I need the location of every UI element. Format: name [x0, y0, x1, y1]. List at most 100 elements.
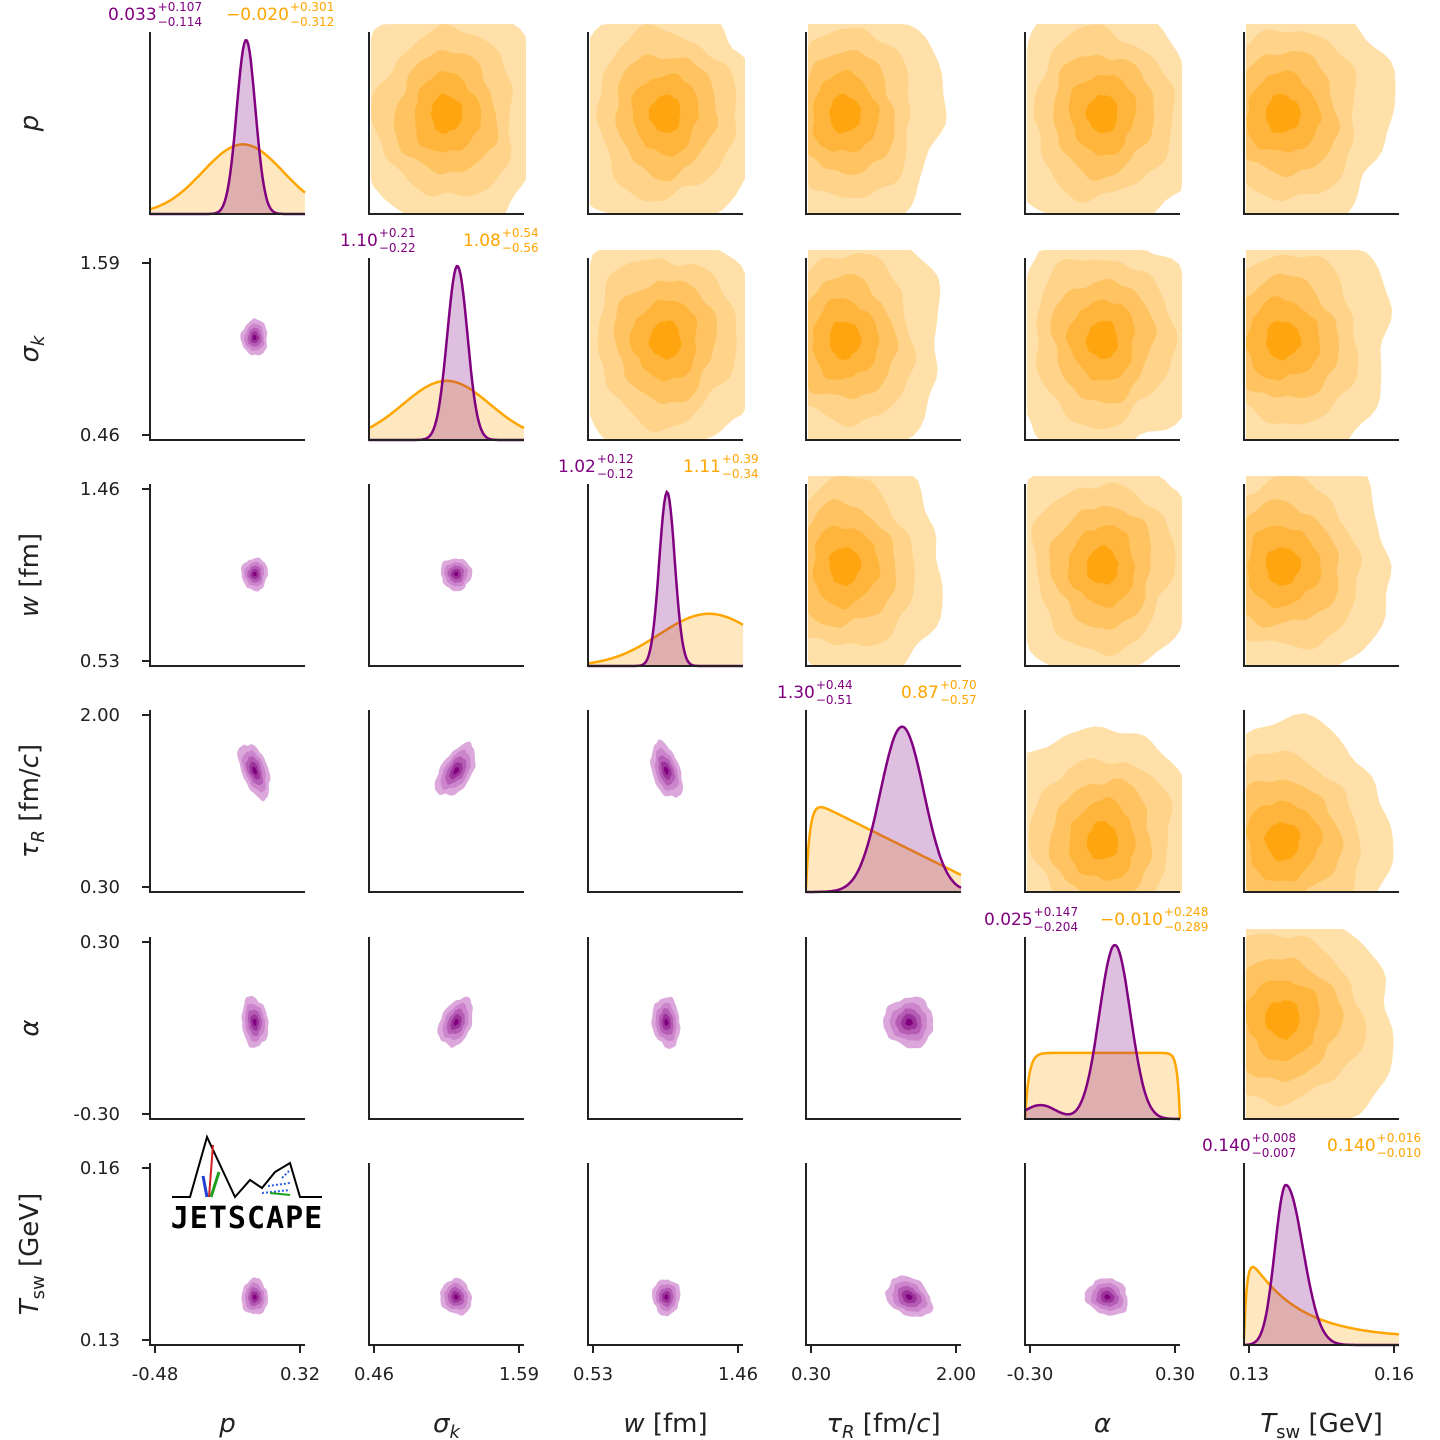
prior-contour-level-5 [829, 93, 862, 134]
prior-contour-level-5 [1086, 545, 1119, 585]
logo-track-green [269, 1192, 291, 1196]
y-tick-label-w-0: 0.53 [80, 651, 120, 672]
posterior-value: 0.033 [108, 5, 157, 25]
panel-p-vs-T_sw [1243, 24, 1399, 215]
posterior-contour-level-5 [252, 334, 257, 341]
x-tick-label-sigma_k-1: 1.59 [499, 1364, 539, 1385]
prior-marginal-p-line [149, 143, 306, 211]
panel-sigma_k-vs-T_sw [1243, 250, 1399, 441]
panel-w-vs-p [149, 484, 305, 667]
prior-summary-sigma_k: 1.08 +0.54−0.56 [463, 226, 539, 255]
x-axis-label-sigma_k: σk [433, 1409, 461, 1440]
axes-spine [1024, 32, 1180, 215]
posterior-minus: −0.51 [816, 693, 853, 707]
posterior-plus: +0.008 [1252, 1131, 1296, 1145]
prior-plus: +0.016 [1377, 1131, 1421, 1145]
posterior-marginal-alpha-line [1024, 943, 1180, 1121]
panel-p-vs-p [149, 32, 306, 216]
prior-value: 1.11 [683, 457, 721, 477]
axes-spine [1024, 937, 1180, 1120]
panel-w-vs-alpha [1024, 476, 1182, 667]
prior-contour-level-5 [1263, 822, 1301, 861]
axes-spine [805, 32, 961, 215]
panel-w-vs-sigma_k [368, 484, 524, 667]
prior-minus: −0.010 [1377, 1146, 1421, 1160]
prior-minus: −0.289 [1164, 920, 1208, 934]
y-tick-label-alpha-0: -0.30 [73, 1104, 120, 1125]
axes-spine [149, 484, 305, 667]
panel-w-vs-T_sw [1243, 476, 1399, 667]
panel-alpha-vs-w [587, 937, 743, 1120]
prior-summary-T_sw: 0.140 +0.016−0.010 [1327, 1131, 1421, 1160]
axes-spine [805, 258, 961, 441]
prior-contour-level-5 [1265, 547, 1302, 586]
panel-alpha-vs-p [149, 937, 305, 1120]
x-tick-label-w-0: 0.53 [573, 1364, 613, 1385]
jetscape-logo: JETSCAPE [171, 1134, 324, 1236]
prior-contour-level-5 [1265, 1000, 1300, 1040]
prior-plus: +0.248 [1164, 905, 1208, 919]
panel-alpha-vs-sigma_k [368, 937, 524, 1120]
panel-p-vs-tau_R [805, 24, 961, 215]
axes-spine [1024, 258, 1180, 441]
axes-spine [368, 1163, 524, 1346]
panel-sigma_k-vs-sigma_k [368, 258, 525, 442]
y-tick-label-alpha-1: 0.30 [80, 932, 120, 953]
axes-spine [805, 484, 961, 667]
axes-spine [805, 937, 961, 1120]
x-tick-label-alpha-1: 0.30 [1155, 1364, 1195, 1385]
prior-value: −0.020 [226, 5, 289, 25]
y-axis-label-T_sw: Tsw [GeV] [15, 1193, 49, 1315]
panel-sigma_k-vs-alpha [1024, 250, 1182, 441]
prior-marginal-alpha-line [1023, 1051, 1182, 1120]
axes-spine [805, 710, 961, 893]
posterior-summary-tau_R: 1.30 +0.44−0.51 [777, 678, 853, 707]
panel-w-vs-w [587, 484, 744, 668]
panel-w-vs-tau_R [805, 476, 961, 667]
prior-contour-level-5 [1085, 94, 1118, 134]
axes-spine [149, 937, 305, 1120]
logo-mountain-outline [172, 1134, 322, 1199]
axes-spine [149, 710, 305, 893]
prior-marginal-tau_R-fill [806, 807, 961, 892]
posterior-summary-alpha: 0.025 +0.147−0.204 [984, 905, 1078, 934]
prior-value: 1.08 [463, 231, 501, 251]
prior-contour-level-5 [1086, 820, 1119, 860]
axes-spine [368, 258, 524, 441]
x-tick-label-p-0: -0.48 [132, 1364, 179, 1385]
posterior-contour-level-5 [454, 1294, 459, 1300]
panel-p-vs-alpha [1024, 24, 1182, 215]
axes-spine [368, 937, 524, 1120]
axes-spine [1243, 32, 1399, 215]
posterior-summary-p: 0.033 +0.107−0.114 [108, 0, 202, 29]
axes-spine [1243, 937, 1399, 1120]
y-axis-label-tau_R: τR [fm/c] [15, 744, 49, 858]
logo-jet-red [208, 1144, 214, 1198]
posterior-summary-sigma_k: 1.10 +0.21−0.22 [340, 226, 416, 255]
axes-spine [1243, 710, 1399, 893]
posterior-contour-level-5 [905, 1018, 913, 1026]
y-tick-label-w-1: 1.46 [80, 479, 120, 500]
y-tick-label-sigma_k-1: 1.59 [80, 253, 120, 274]
posterior-contour-level-5 [1104, 1294, 1111, 1300]
logo-text: JETSCAPE [171, 1201, 324, 1236]
x-tick-label-alpha-0: -0.30 [1007, 1364, 1054, 1385]
prior-marginal-w-line [587, 612, 744, 665]
axes-spine [805, 1163, 961, 1346]
panel-alpha-vs-alpha [1023, 937, 1182, 1121]
prior-contour-level-5 [648, 94, 681, 133]
prior-plus: +0.39 [722, 452, 759, 466]
posterior-summary-T_sw: 0.140 +0.008−0.007 [1202, 1131, 1296, 1160]
prior-summary-w: 1.11 +0.39−0.34 [683, 452, 759, 481]
axes-spine [587, 937, 743, 1120]
axes-spine [1243, 484, 1399, 667]
prior-summary-alpha: −0.010 +0.248−0.289 [1100, 905, 1208, 934]
posterior-contour-level-5 [453, 571, 459, 577]
prior-summary-tau_R: 0.87 +0.70−0.57 [901, 678, 977, 707]
x-tick-label-p-1: 0.32 [280, 1364, 320, 1385]
axes-spine [587, 258, 743, 441]
posterior-summary-w: 1.02 +0.12−0.12 [558, 452, 634, 481]
panel-sigma_k-vs-tau_R [805, 250, 961, 441]
prior-minus: −0.34 [722, 467, 759, 481]
